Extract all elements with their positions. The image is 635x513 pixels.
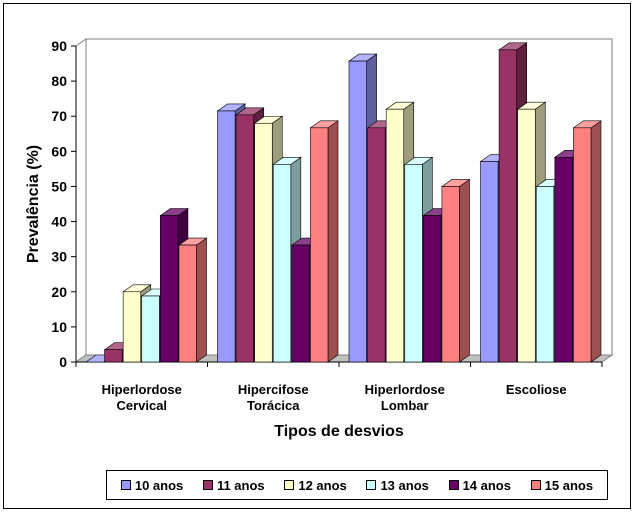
y-tick-label: 60 bbox=[51, 143, 67, 159]
bar-side-15-anos bbox=[459, 178, 470, 363]
y-tick-label: 90 bbox=[51, 38, 67, 54]
legend-item: 14 anos bbox=[448, 477, 511, 493]
bar-chart: 0 10 20 30 40 50 60 70 80 90 Hiperlordose Cervical H… bbox=[25, 38, 614, 440]
bar-11-anos bbox=[367, 127, 386, 363]
bar-10-anos bbox=[348, 60, 367, 363]
bar-10-anos bbox=[480, 161, 499, 363]
bar-15-anos bbox=[178, 244, 197, 363]
y-tick-label: 70 bbox=[51, 108, 67, 124]
legend-swatch bbox=[284, 480, 295, 490]
x-category-label: Hiperlordose Cervical bbox=[102, 382, 182, 413]
legend-label: 10 anos bbox=[134, 477, 184, 493]
legend-swatch bbox=[120, 480, 131, 490]
legend-swatch bbox=[448, 480, 459, 490]
legend-swatch bbox=[530, 480, 541, 490]
legend-label: 12 anos bbox=[298, 477, 347, 493]
bar-15-anos bbox=[573, 127, 592, 363]
bar-11-anos bbox=[235, 114, 254, 363]
y-tick-label: 10 bbox=[51, 319, 67, 335]
x-category-label: Hipercifose Torácica bbox=[238, 382, 309, 413]
bar-15-anos bbox=[441, 186, 460, 363]
bar-14-anos bbox=[423, 215, 442, 363]
x-axis-title: Tipos de desvios bbox=[274, 423, 404, 440]
y-tick-label: 40 bbox=[51, 214, 67, 230]
y-tick-label: 0 bbox=[59, 354, 67, 370]
bar-14-anos bbox=[160, 215, 179, 363]
bar-15-anos bbox=[310, 127, 329, 363]
x-category-label: Hiperlordose Lombar bbox=[365, 382, 445, 413]
plot-side-wall bbox=[75, 38, 87, 363]
bar-side-15-anos bbox=[196, 237, 207, 363]
bar-13-anos bbox=[535, 186, 555, 363]
legend-label: 13 anos bbox=[380, 477, 429, 493]
legend-label: 15 anos bbox=[544, 477, 594, 493]
bar-13-anos bbox=[272, 164, 292, 363]
x-category-label: Escoliose bbox=[506, 382, 567, 397]
y-tick-label: 30 bbox=[51, 249, 67, 265]
legend-item: 10 anos bbox=[120, 477, 184, 493]
legend-label: 11 anos bbox=[216, 477, 265, 493]
bar-side-15-anos bbox=[327, 120, 339, 363]
legend-item: 11 anos bbox=[202, 477, 265, 493]
bar-13-anos bbox=[141, 295, 160, 363]
legend-item: 15 anos bbox=[530, 477, 594, 493]
legend-item: 12 anos bbox=[284, 477, 347, 493]
y-tick-label: 80 bbox=[51, 73, 67, 89]
bar-12-anos bbox=[385, 108, 405, 363]
bar-14-anos bbox=[554, 157, 573, 363]
legend-swatch bbox=[366, 480, 377, 490]
bar-14-anos bbox=[291, 244, 310, 363]
y-tick-label: 20 bbox=[51, 284, 67, 300]
y-axis-title: Prevalência (%) bbox=[25, 145, 42, 263]
bar-12-anos bbox=[517, 108, 536, 363]
legend-swatch bbox=[202, 480, 213, 490]
bar-12-anos bbox=[254, 122, 273, 363]
bar-11-anos bbox=[104, 349, 123, 363]
bar-13-anos bbox=[404, 164, 423, 363]
bar-11-anos bbox=[498, 49, 517, 363]
bar-side-15-anos bbox=[590, 120, 602, 363]
legend-label: 14 anos bbox=[462, 477, 511, 493]
bar-12-anos bbox=[122, 291, 142, 363]
bar-10-anos bbox=[217, 110, 236, 363]
y-tick-label: 50 bbox=[51, 178, 67, 194]
legend-item: 13 anos bbox=[366, 477, 429, 493]
chart-frame: 0 10 20 30 40 50 60 70 80 90 Hiperlordose Cervical H… bbox=[3, 3, 631, 509]
legend: 10 anos 11 anos 12 anos 13 anos 14 anos 15 an… bbox=[106, 470, 608, 500]
